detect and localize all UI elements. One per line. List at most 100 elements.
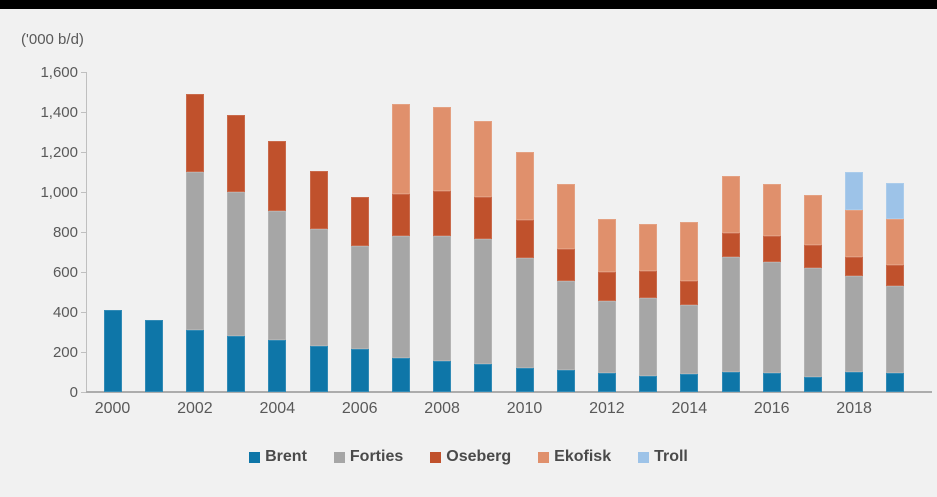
bar-segment-ekofisk-2010 [515,152,534,220]
bar-segment-oseberg-2016 [762,236,781,262]
x-tick-label: 2018 [836,400,872,417]
legend-item-oseberg: Oseberg [430,448,511,466]
x-tick-label: 2006 [341,400,378,417]
bar-segment-brent-2010 [515,368,534,392]
legend-label-forties: Forties [349,448,404,465]
legend-label-brent: Brent [265,448,307,465]
x-tick-label: 2012 [589,400,625,417]
bar-segment-brent-2001 [144,320,163,392]
bar-segment-troll-2019 [886,183,905,219]
bar-segment-oseberg-2011 [556,249,575,281]
legend-marker-troll-icon [638,451,650,463]
bar-segment-forties-2018 [845,276,864,372]
bar-segment-oseberg-2003 [227,115,246,192]
bar-segment-brent-2019 [886,373,905,392]
y-tick-mark [81,351,86,353]
y-tick-mark [81,191,86,193]
legend-marker-forties-icon [333,451,345,463]
bar-segment-forties-2003 [227,192,246,336]
bar-segment-brent-2000 [103,310,122,392]
legend-marker-ekofisk-icon [538,451,550,463]
y-tick-mark [81,271,86,273]
bar-segment-ekofisk-2008 [433,107,452,191]
y-tick-mark [81,231,86,233]
bar-segment-ekofisk-2019 [886,219,905,265]
y-tick-label: 800 [52,224,78,241]
bar-segment-ekofisk-2013 [639,224,658,271]
bar-segment-oseberg-2010 [515,220,534,258]
y-axis-line [86,72,87,392]
bar-segment-oseberg-2012 [597,272,616,301]
y-tick-label: 0 [69,384,78,401]
bar-segment-forties-2016 [762,262,781,373]
bar-segment-forties-2017 [803,268,822,377]
x-tick-label: 2010 [506,400,543,417]
bar-segment-forties-2009 [474,239,493,364]
bar-segment-oseberg-2013 [639,271,658,298]
bar-segment-forties-2011 [556,281,575,370]
y-tick-mark [81,111,86,113]
bar-segment-forties-2014 [680,305,699,374]
bar-segment-brent-2008 [433,361,452,392]
y-tick-mark [81,71,86,73]
bar-segment-oseberg-2006 [350,197,369,246]
bar-segment-oseberg-2004 [268,141,287,211]
x-tick-label: 2002 [177,400,213,417]
bar-segment-brent-2003 [227,336,246,392]
bar-segment-oseberg-2008 [433,191,452,236]
y-tick-label: 1,600 [40,64,78,81]
bar-segment-forties-2006 [350,246,369,349]
bar-segment-brent-2009 [474,364,493,392]
bar-segment-forties-2015 [721,257,740,372]
bar-segment-ekofisk-2009 [474,121,493,197]
bar-segment-forties-2013 [639,298,658,376]
bar-segment-oseberg-2009 [474,197,493,239]
legend-item-brent: Brent [249,448,307,466]
bar-segment-brent-2018 [845,372,864,392]
bar-segment-ekofisk-2015 [721,176,740,233]
bar-segment-forties-2012 [597,301,616,373]
bar-segment-oseberg-2002 [185,94,204,172]
x-tick-label: 2016 [753,400,790,417]
legend: Brent Forties Oseberg Ekofisk Troll [0,448,937,466]
legend-label-oseberg: Oseberg [446,448,512,465]
legend-item-ekofisk: Ekofisk [538,448,611,466]
bar-segment-forties-2019 [886,286,905,373]
x-tick-label: 2000 [94,400,131,417]
bar-segment-brent-2017 [803,377,822,392]
bar-segment-brent-2014 [680,374,699,392]
bar-segment-brent-2007 [391,358,410,392]
legend-label-troll: Troll [654,448,688,465]
bar-segment-forties-2010 [515,258,534,368]
bar-segment-ekofisk-2018 [845,210,864,257]
bar-segment-brent-2015 [721,372,740,392]
y-axis-unit-label: ('000 b/d) [21,31,84,48]
bar-segment-oseberg-2014 [680,281,699,305]
top-bar [0,0,937,9]
bar-segment-brent-2011 [556,370,575,392]
y-tick-label: 200 [52,344,78,361]
bar-segment-troll-2018 [845,172,864,210]
bar-segment-ekofisk-2016 [762,184,781,236]
bar-segment-brent-2006 [350,349,369,392]
legend-item-troll: Troll [638,448,688,466]
y-tick-label: 1,000 [40,184,78,201]
bar-segment-brent-2013 [639,376,658,392]
x-axis-line [86,391,932,393]
bar-segment-ekofisk-2011 [556,184,575,249]
legend-marker-brent-icon [249,451,261,463]
bar-segment-brent-2012 [597,373,616,392]
y-tick-label: 600 [52,264,78,281]
bar-segment-forties-2008 [433,236,452,361]
bar-segment-ekofisk-2007 [391,104,410,194]
bar-segment-oseberg-2017 [803,245,822,268]
bar-segment-ekofisk-2014 [680,222,699,281]
bar-segment-brent-2005 [309,346,328,392]
bar-segment-brent-2004 [268,340,287,392]
bar-segment-oseberg-2018 [845,257,864,276]
legend-marker-oseberg-icon [430,451,442,463]
y-tick-label: 1,200 [40,144,78,161]
bar-segment-oseberg-2019 [886,265,905,286]
x-tick-label: 2004 [259,400,296,417]
